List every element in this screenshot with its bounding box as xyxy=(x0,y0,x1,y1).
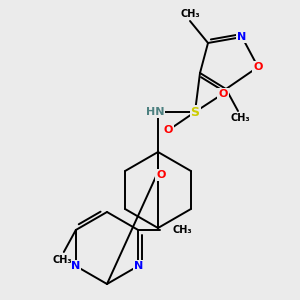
Text: N: N xyxy=(237,32,247,42)
Text: N: N xyxy=(71,261,80,271)
Text: O: O xyxy=(163,125,173,135)
Text: CH₃: CH₃ xyxy=(230,113,250,123)
Text: CH₃: CH₃ xyxy=(180,9,200,19)
Text: S: S xyxy=(190,106,200,118)
Text: O: O xyxy=(156,170,166,180)
Text: N: N xyxy=(134,261,143,271)
Text: O: O xyxy=(253,62,263,72)
Text: CH₃: CH₃ xyxy=(52,255,72,265)
Text: CH₃: CH₃ xyxy=(172,225,192,235)
Text: HN: HN xyxy=(146,107,164,117)
Text: O: O xyxy=(218,89,228,99)
